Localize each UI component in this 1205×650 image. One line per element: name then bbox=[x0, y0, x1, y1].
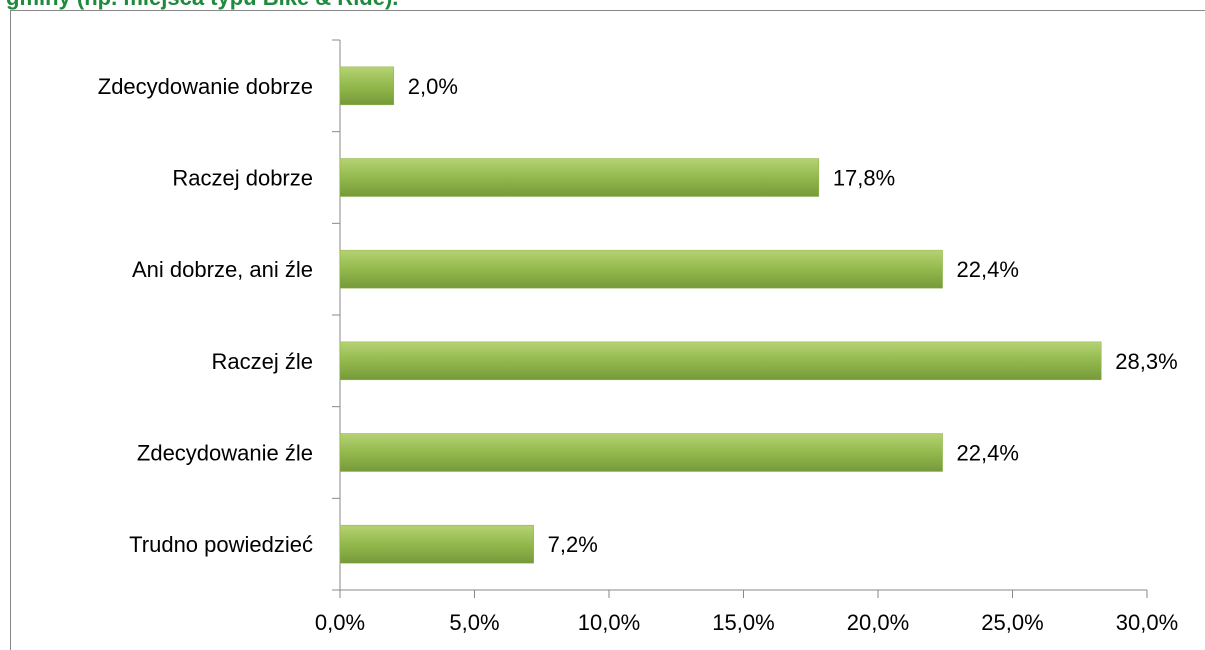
bar bbox=[339, 524, 534, 564]
value-label: 28,3% bbox=[1115, 349, 1177, 374]
x-tick-label: 15,0% bbox=[712, 610, 774, 635]
bar bbox=[339, 158, 820, 197]
y-tick-label: Raczej dobrze bbox=[172, 166, 313, 191]
value-label: 2,0% bbox=[408, 74, 458, 99]
x-tick-label: 30,0% bbox=[1116, 610, 1178, 635]
y-tick-label: Ani dobrze, ani źle bbox=[132, 257, 313, 282]
y-tick-label: Trudno powiedzieć bbox=[129, 532, 313, 557]
bar bbox=[339, 66, 395, 106]
bar bbox=[339, 433, 943, 472]
x-tick-label: 0,0% bbox=[315, 610, 365, 635]
chart-frame bbox=[10, 10, 1205, 650]
value-label: 17,8% bbox=[833, 166, 895, 191]
y-tick-label: Raczej źle bbox=[212, 349, 313, 374]
y-tick-label: Zdecydowanie dobrze bbox=[98, 74, 313, 99]
bar bbox=[339, 249, 943, 289]
x-tick-label: 10,0% bbox=[578, 610, 640, 635]
y-tick-label: Zdecydowanie źle bbox=[137, 441, 313, 466]
x-tick-label: 5,0% bbox=[449, 610, 499, 635]
chart-title: gminy (np. miejsca typu Bike & Ride). bbox=[6, 0, 398, 10]
x-tick-label: 20,0% bbox=[847, 610, 909, 635]
value-label: 22,4% bbox=[957, 441, 1019, 466]
value-label: 7,2% bbox=[548, 532, 598, 557]
x-tick-label: 25,0% bbox=[981, 610, 1043, 635]
value-label: 22,4% bbox=[957, 257, 1019, 282]
bar bbox=[339, 341, 1102, 381]
